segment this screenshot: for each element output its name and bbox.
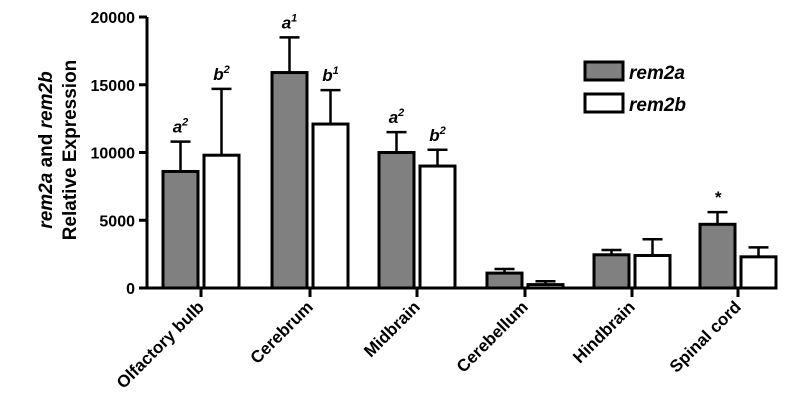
- y-axis-label: rem2a and rem2b Relative Expression: [36, 60, 81, 241]
- bar-rem2a: [270, 71, 309, 290]
- annotations: a2 a1 a2 * b2 b1 b2: [173, 12, 722, 207]
- legend: rem2a rem2b: [583, 60, 686, 116]
- legend-label-rem2b: rem2b: [629, 95, 686, 116]
- x-category-label: Hindbrain: [569, 297, 639, 367]
- x-category-label: Midbrain: [360, 297, 424, 361]
- y-tick-label: 5000: [99, 213, 135, 230]
- bar-rem2b: [418, 164, 457, 290]
- significance-label: *: [714, 188, 722, 207]
- significance-label: b2: [429, 125, 446, 145]
- x-category-label: Cerebrum: [247, 297, 317, 367]
- bar-rem2b: [633, 253, 672, 290]
- bar-rem2a: [161, 169, 200, 290]
- significance-label: a2: [173, 117, 189, 137]
- y-axis-label-gene-b: rem2b: [36, 71, 57, 128]
- y-tick-label: 10000: [91, 146, 136, 163]
- y-tick-label: 15000: [91, 78, 136, 95]
- y-tick-label: 0: [126, 281, 135, 298]
- x-category-label: Olfactory bulb: [113, 297, 208, 392]
- bar-rem2b: [202, 153, 241, 290]
- bar-rem2a: [485, 271, 524, 290]
- y-axis-label-and: and: [36, 128, 57, 172]
- y-axis-label-line2: Relative Expression: [60, 60, 81, 241]
- x-category-label: Cerebellum: [453, 297, 532, 376]
- bars: [161, 36, 778, 290]
- legend-swatch-rem2b: [583, 92, 625, 114]
- legend-label-rem2a: rem2a: [629, 63, 685, 84]
- bar-rem2b: [526, 283, 565, 290]
- bar-rem2a: [698, 222, 737, 290]
- significance-label: a1: [282, 12, 298, 32]
- bar-rem2a: [377, 151, 416, 290]
- legend-swatch-rem2a: [583, 60, 625, 82]
- y-axis-label-line1: rem2a and rem2b: [36, 71, 57, 229]
- y-tick-label: 20000: [91, 10, 136, 27]
- bar-rem2a: [592, 253, 631, 290]
- significance-label: b2: [213, 64, 230, 84]
- significance-label: b1: [322, 65, 339, 85]
- x-category-label: Spinal cord: [666, 297, 745, 376]
- y-axis-label-gene-a: rem2a: [36, 172, 57, 228]
- significance-label: a2: [389, 107, 405, 127]
- bar-rem2b: [739, 255, 778, 290]
- bar-rem2b: [311, 122, 350, 290]
